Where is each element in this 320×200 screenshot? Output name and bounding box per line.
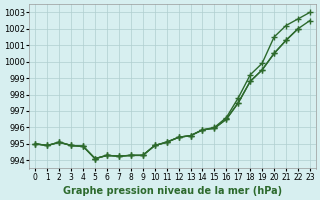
X-axis label: Graphe pression niveau de la mer (hPa): Graphe pression niveau de la mer (hPa): [63, 186, 282, 196]
